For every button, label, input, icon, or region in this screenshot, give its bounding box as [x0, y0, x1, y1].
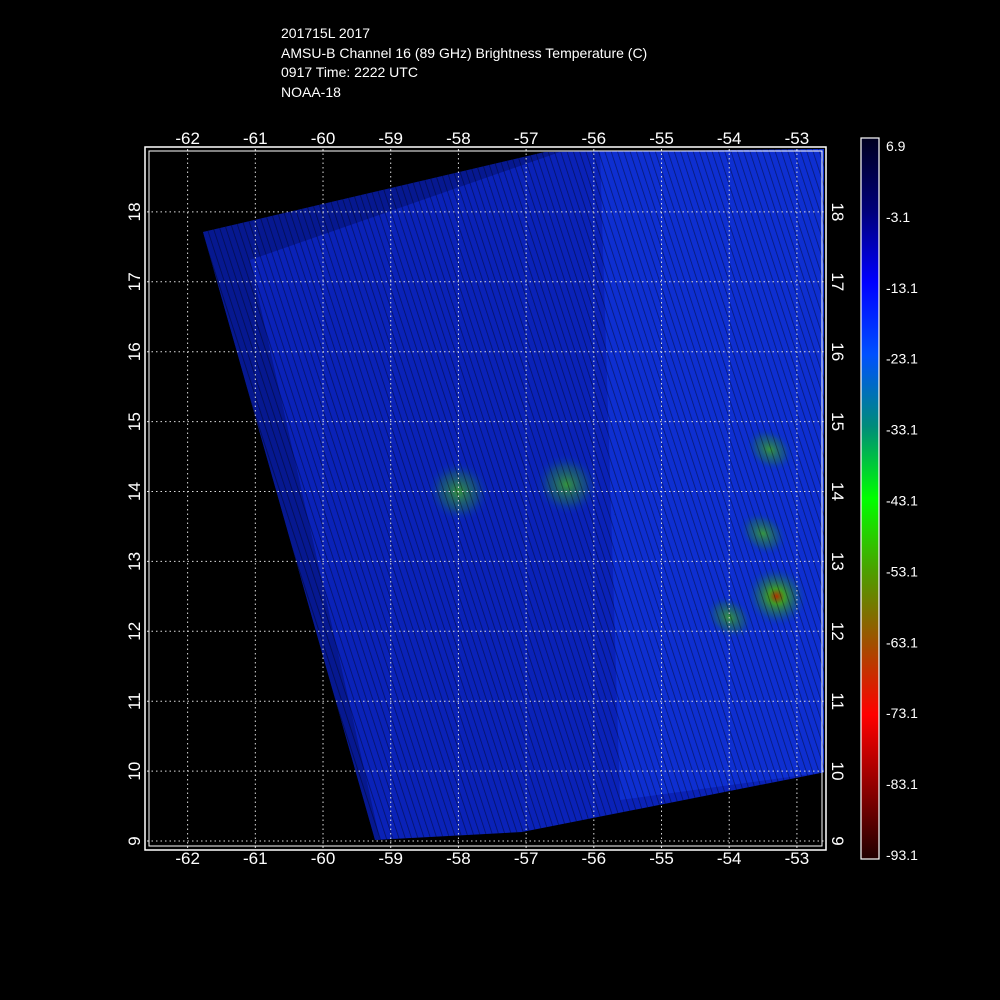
lat-label-left-15: 15: [125, 412, 144, 431]
scanline-texture: [203, 149, 824, 840]
lon-label-bottom--59: -59: [378, 849, 403, 868]
lon-label-top--62: -62: [175, 129, 200, 148]
lat-label-left-10: 10: [125, 762, 144, 781]
lon-label-top--54: -54: [717, 129, 742, 148]
lat-label-left-9: 9: [125, 836, 144, 845]
lat-label-right-12: 12: [828, 622, 847, 641]
lat-label-left-12: 12: [125, 622, 144, 641]
lon-label-bottom--53: -53: [785, 849, 810, 868]
lat-label-right-11: 11: [828, 692, 847, 710]
colorbar-label--23.1: -23.1: [886, 351, 918, 367]
colorbar: 6.9 -3.1 -13.1 -23.1 -33.1 -43.1 -53.1 -63.1 -73…: [860, 137, 918, 863]
colorbar-label--13.1: -13.1: [886, 280, 918, 296]
lon-label-bottom--58: -58: [446, 849, 471, 868]
lat-lon-grid: [147, 149, 824, 848]
lat-label-left-13: 13: [125, 552, 144, 571]
lat-label-left-14: 14: [125, 482, 144, 501]
map-frame-outer: [144, 146, 827, 851]
lon-label-bottom--61: -61: [243, 849, 268, 868]
time-line: 0917 Time: 2222 UTC: [281, 64, 418, 80]
colorbar-gradient: [861, 138, 879, 859]
lat-label-right-18: 18: [828, 202, 847, 221]
axis-labels: -62 -62 -61 -61 -60 -60 -59 -59 -58 -58 -57 -57 -56 -…: [125, 129, 847, 868]
lon-label-top--59: -59: [378, 129, 403, 148]
lon-label-top--58: -58: [446, 129, 471, 148]
lon-label-top--61: -61: [243, 129, 268, 148]
colorbar-label--53.1: -53.1: [886, 563, 918, 579]
lon-label-bottom--56: -56: [582, 849, 607, 868]
colorbar-label--3.1: -3.1: [886, 209, 910, 225]
colorbar-labels: 6.9 -3.1 -13.1 -23.1 -33.1 -43.1 -53.1 -63.1 -73…: [886, 138, 918, 863]
lon-label-bottom--55: -55: [649, 849, 674, 868]
colorbar-label-6.9: 6.9: [886, 138, 906, 154]
lon-label-bottom--57: -57: [514, 849, 539, 868]
lat-label-right-10: 10: [828, 762, 847, 781]
colorbar-label--43.1: -43.1: [886, 493, 918, 509]
colorbar-border: [860, 137, 880, 860]
product-title-line: AMSU-B Channel 16 (89 GHz) Brightness Te…: [281, 44, 648, 61]
colorbar-label--33.1: -33.1: [886, 422, 918, 438]
storm-id-line: 201715L 2017: [281, 25, 371, 41]
lat-label-right-13: 13: [828, 552, 847, 571]
lon-label-bottom--60: -60: [311, 849, 336, 868]
colorbar-label--93.1: -93.1: [886, 847, 918, 863]
lon-label-top--53: -53: [785, 129, 810, 148]
plot-title-block: 201715L 2017 AMSU-B Channel 16 (89 GHz) …: [281, 24, 647, 102]
lat-label-left-18: 18: [125, 202, 144, 221]
lon-label-top--56: -56: [582, 129, 607, 148]
colorbar-label--83.1: -83.1: [886, 776, 918, 792]
lat-label-right-16: 16: [828, 342, 847, 361]
lon-label-top--60: -60: [311, 129, 336, 148]
lat-label-left-17: 17: [125, 272, 144, 291]
lat-label-left-11: 11: [125, 692, 144, 710]
lat-label-right-17: 17: [828, 272, 847, 291]
map-frame-inner: [148, 150, 823, 847]
lon-label-top--57: -57: [514, 129, 539, 148]
lon-label-bottom--54: -54: [717, 849, 742, 868]
colorbar-label--73.1: -73.1: [886, 705, 918, 721]
lat-label-right-15: 15: [828, 412, 847, 431]
lat-label-left-16: 16: [125, 342, 144, 361]
lon-label-bottom--62: -62: [175, 849, 200, 868]
satellite-line: NOAA-18: [281, 83, 341, 100]
lat-label-right-9: 9: [828, 836, 847, 845]
colorbar-label--63.1: -63.1: [886, 634, 918, 650]
lat-label-right-14: 14: [828, 482, 847, 501]
lon-label-top--55: -55: [649, 129, 674, 148]
satellite-swath: [203, 149, 824, 840]
